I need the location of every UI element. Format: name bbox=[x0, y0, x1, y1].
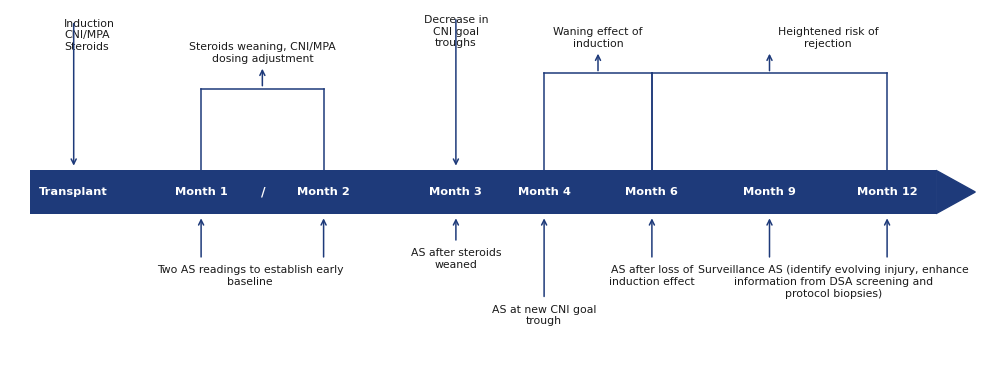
Text: Induction
CNI/MPA
Steroids: Induction CNI/MPA Steroids bbox=[64, 19, 115, 52]
Text: Heightened risk of
rejection: Heightened risk of rejection bbox=[778, 27, 879, 49]
Text: Month 6: Month 6 bbox=[625, 187, 678, 197]
Text: Waning effect of
induction: Waning effect of induction bbox=[553, 27, 643, 49]
Text: Month 3: Month 3 bbox=[429, 187, 482, 197]
Polygon shape bbox=[936, 170, 975, 214]
Text: Month 9: Month 9 bbox=[743, 187, 796, 197]
Text: AS after steroids
weaned: AS after steroids weaned bbox=[411, 248, 501, 270]
Text: Month 12: Month 12 bbox=[857, 187, 917, 197]
Text: AS at new CNI goal
trough: AS at new CNI goal trough bbox=[492, 305, 596, 326]
Text: Decrease in
CNI goal
troughs: Decrease in CNI goal troughs bbox=[424, 15, 488, 48]
Text: Two AS readings to establish early
baseline: Two AS readings to establish early basel… bbox=[157, 265, 343, 287]
Text: Month 1: Month 1 bbox=[175, 187, 227, 197]
Text: Steroids weaning, CNI/MPA
dosing adjustment: Steroids weaning, CNI/MPA dosing adjustm… bbox=[189, 43, 336, 64]
FancyBboxPatch shape bbox=[30, 170, 936, 214]
Text: Transplant: Transplant bbox=[39, 187, 108, 197]
Text: AS after loss of
induction effect: AS after loss of induction effect bbox=[609, 265, 695, 287]
Text: Month 4: Month 4 bbox=[518, 187, 571, 197]
Text: Surveillance AS (identify evolving injury, enhance
information from DSA screenin: Surveillance AS (identify evolving injur… bbox=[698, 265, 969, 299]
Text: Month 2: Month 2 bbox=[297, 187, 350, 197]
Text: /: / bbox=[261, 185, 265, 199]
